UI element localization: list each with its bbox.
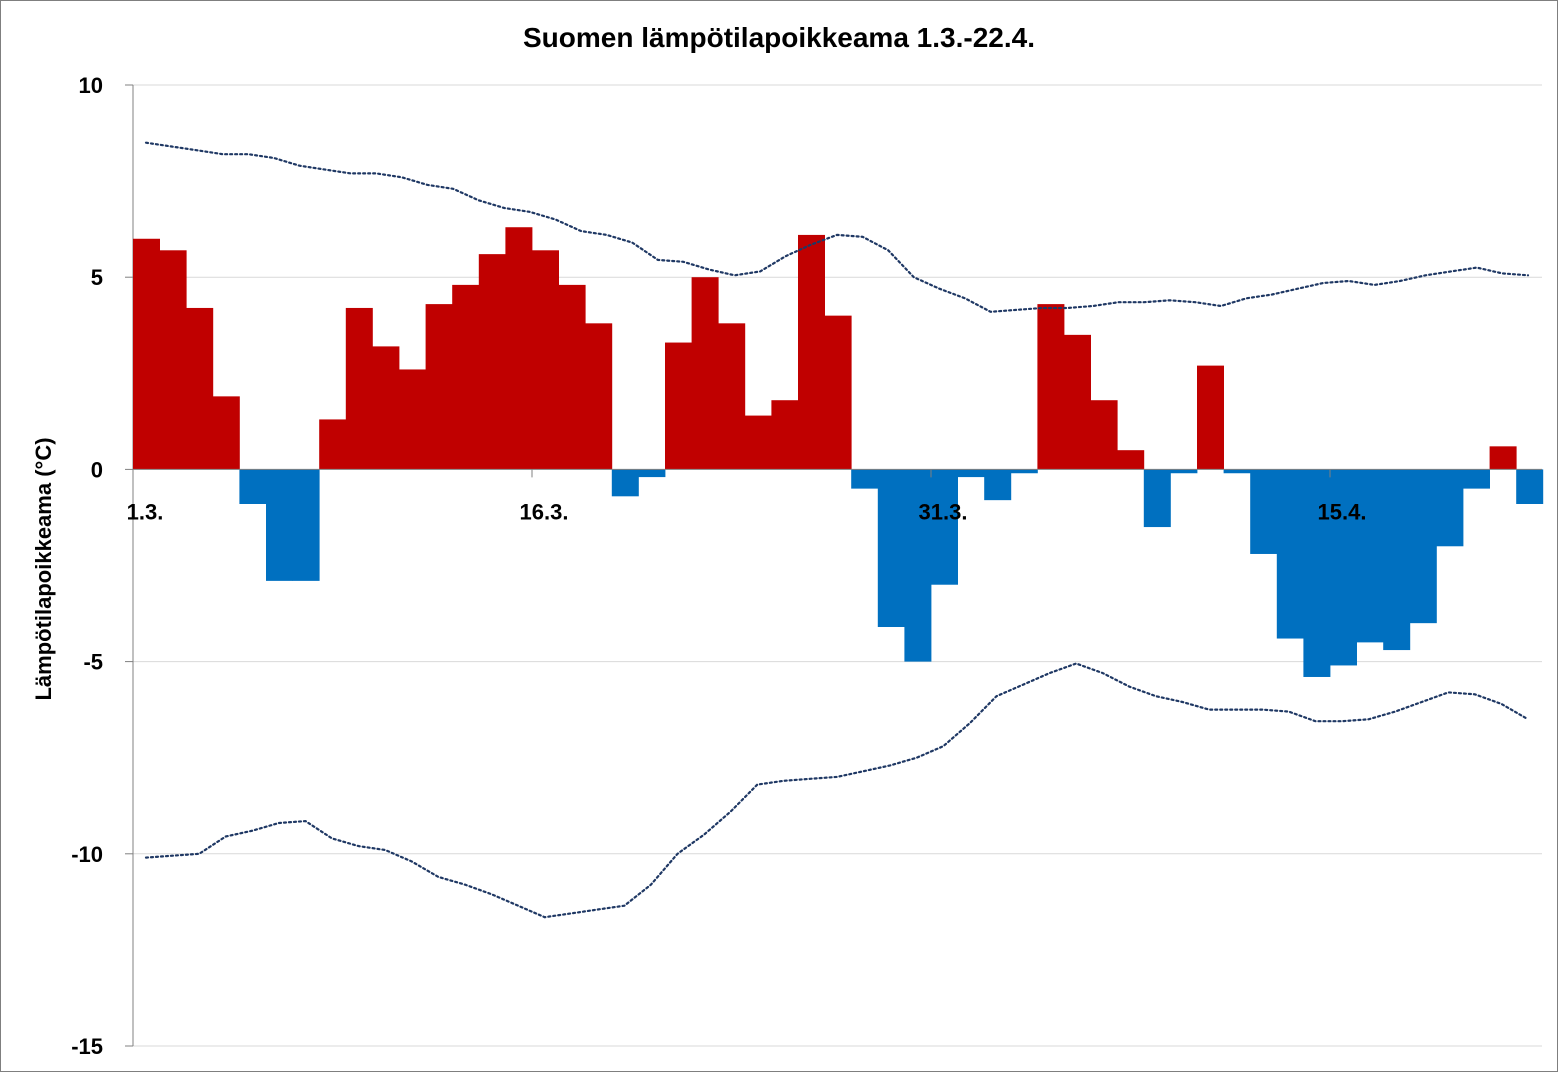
bar — [186, 307, 214, 470]
bar — [1090, 400, 1118, 470]
bar — [212, 396, 240, 470]
bar — [904, 469, 932, 662]
bar — [984, 469, 1012, 501]
bar — [1383, 469, 1411, 651]
bar — [239, 469, 267, 504]
x-tick-labels: 1.3. 16.3. 31.3. 15.4. — [127, 499, 1367, 524]
bar — [1143, 469, 1171, 528]
bar — [638, 469, 666, 478]
envelope-line — [144, 662, 1530, 919]
y-tick-label: 5 — [91, 265, 103, 290]
bar — [558, 284, 586, 470]
bar — [585, 323, 613, 470]
zero-axis — [132, 468, 1542, 478]
bar — [744, 415, 772, 470]
bar — [691, 277, 719, 470]
bar — [532, 250, 559, 470]
bar — [478, 254, 506, 470]
bar — [718, 323, 746, 470]
bar — [1436, 469, 1464, 547]
axes — [125, 84, 134, 1047]
bar — [798, 234, 825, 470]
bar — [266, 469, 293, 581]
y-tick-label: 10 — [79, 73, 103, 98]
bar — [1197, 365, 1224, 470]
x-tick-label: 15.4. — [1318, 499, 1367, 524]
bar — [1223, 469, 1251, 474]
bar — [1303, 469, 1331, 677]
bar — [1064, 334, 1091, 470]
bar — [1117, 450, 1145, 470]
bar — [345, 307, 373, 470]
bar — [824, 315, 852, 470]
bar — [665, 342, 692, 470]
bar — [1463, 469, 1490, 489]
bar — [611, 469, 639, 497]
bar — [931, 469, 958, 585]
y-tick-label: -5 — [83, 650, 103, 675]
bar — [319, 419, 347, 470]
bar — [292, 469, 320, 581]
bar — [1170, 469, 1198, 474]
bar — [1516, 469, 1544, 504]
bar — [851, 469, 879, 489]
bar — [1276, 469, 1304, 639]
bars — [133, 227, 1544, 677]
gridlines — [133, 84, 1542, 1047]
bar — [957, 469, 985, 478]
bar — [425, 304, 453, 470]
bar — [877, 469, 905, 628]
bar — [399, 369, 426, 470]
bar — [771, 400, 799, 470]
y-tick-labels: 10 5 0 -5 -10 -15 — [71, 73, 103, 1059]
y-tick-label: 0 — [91, 457, 103, 482]
bar — [1356, 469, 1384, 643]
y-tick-label: -15 — [71, 1034, 103, 1059]
bar — [505, 227, 533, 470]
bar — [452, 284, 480, 470]
x-tick-label: 16.3. — [520, 499, 569, 524]
bar — [1489, 446, 1517, 470]
x-tick-label: 31.3. — [919, 499, 968, 524]
bar — [1409, 469, 1437, 624]
chart-title: Suomen lämpötilapoikkeama 1.3.-22.4. — [523, 22, 1035, 53]
envelope-lines — [144, 141, 1530, 919]
y-tick-label: -10 — [71, 842, 103, 867]
bar — [1037, 304, 1065, 470]
bar — [159, 250, 187, 470]
bar — [1330, 469, 1357, 666]
envelope-line — [144, 141, 1530, 313]
bar — [1010, 469, 1038, 474]
bar — [133, 238, 160, 470]
bar — [372, 346, 400, 470]
bar — [1250, 469, 1278, 554]
y-axis-label: Lämpötilapoikkeama (°C) — [31, 437, 56, 700]
x-tick-label: 1.3. — [127, 499, 164, 524]
